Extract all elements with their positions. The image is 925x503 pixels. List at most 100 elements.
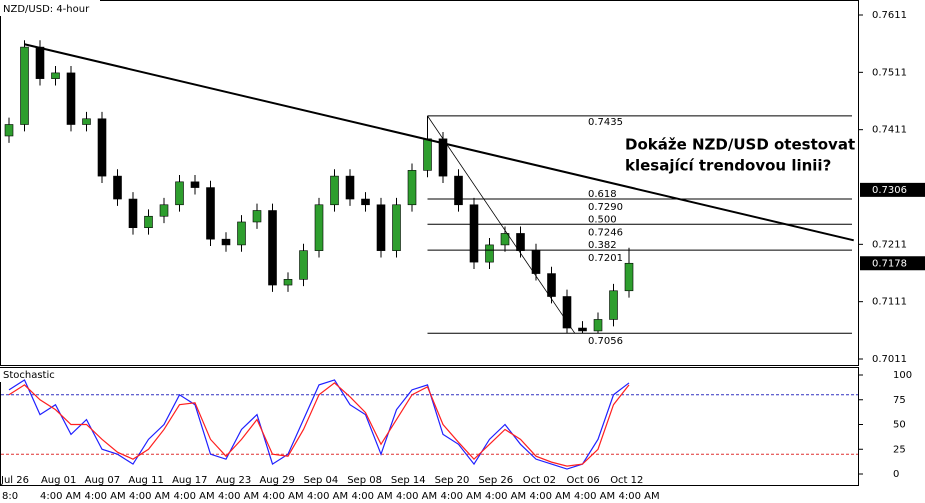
fib-ratio-label: 0.618 <box>588 189 617 200</box>
time-label: 4:00 AM <box>307 491 348 502</box>
x-tick-label: Sep 20 <box>435 475 470 486</box>
time-label: 4:00 AM <box>396 491 437 502</box>
annotation: klesající trendovou linii? <box>625 157 831 175</box>
x-tick-label: Sep 26 <box>478 475 513 486</box>
candle-body <box>237 221 246 246</box>
price-marker-label: 0.7178 <box>872 258 907 269</box>
x-tick-label: Aug 01 <box>41 475 76 486</box>
candle-body <box>190 181 200 188</box>
fib-value-label: 0.7201 <box>588 253 623 264</box>
price-panel <box>0 0 859 366</box>
fib-value-label: 0.7056 <box>588 336 623 347</box>
x-tick-label: Aug 23 <box>216 475 251 486</box>
candle-body <box>392 204 401 251</box>
candle-body <box>485 244 494 263</box>
time-label: 4:00 AM <box>40 491 81 502</box>
y-tick-label: 0.7511 <box>872 67 907 78</box>
time-label: 4:00 AM <box>574 491 615 502</box>
title-bg <box>0 0 100 16</box>
candle-body <box>51 72 60 79</box>
y-tick-label: 0.7411 <box>872 125 907 136</box>
y-tick-label: 0 <box>893 469 899 480</box>
candle-body <box>144 215 153 229</box>
candle-body <box>469 204 479 263</box>
x-tick-label: Sep 04 <box>304 475 339 486</box>
y-tick-label: 0.7111 <box>872 297 907 308</box>
candle-body <box>407 170 417 206</box>
time-label: 4:00 AM <box>263 491 304 502</box>
x-tick-label: Oct 12 <box>610 475 643 486</box>
candle-body <box>20 46 29 125</box>
candle-body <box>252 210 262 223</box>
time-label: 4:00 AM <box>129 491 170 502</box>
candle-body <box>268 210 277 286</box>
time-label: 4:00 AM <box>218 491 259 502</box>
time-label: 8:0 <box>2 491 18 502</box>
time-label: 4:00 AM <box>352 491 393 502</box>
chart-title: NZD/USD: 4-hour <box>3 4 90 15</box>
x-tick-label: Aug 17 <box>172 475 207 486</box>
candle-body <box>624 262 634 292</box>
time-label: 4:00 AM <box>85 491 126 502</box>
candle-body <box>593 319 603 332</box>
time-label: 4:00 AM <box>174 491 215 502</box>
candle-body <box>330 175 339 206</box>
stochastic-line <box>8 382 630 467</box>
candle-body <box>314 204 324 251</box>
candle-body <box>66 72 76 125</box>
candle-body <box>423 138 432 171</box>
candle-body <box>531 250 541 274</box>
candle-body <box>35 46 45 79</box>
stochastic-title: Stochastic <box>3 370 55 381</box>
annotation: Dokáže NZD/USD otestovat <box>625 136 855 154</box>
candle-body <box>376 204 386 251</box>
candle-body <box>283 279 293 286</box>
trendline <box>24 43 854 242</box>
time-label: 4:00 AM <box>441 491 482 502</box>
candle-body <box>345 175 355 200</box>
stoch-title-bg <box>0 368 58 382</box>
candle-body <box>299 250 308 280</box>
time-label: 4:00 AM <box>619 491 660 502</box>
fib-value-label: 0.7290 <box>588 202 623 213</box>
candle-body <box>4 124 14 137</box>
candle-body <box>128 198 138 229</box>
x-tick-label: Sep 14 <box>391 475 426 486</box>
y-tick-label: 100 <box>893 370 912 381</box>
candle-body <box>206 187 215 240</box>
x-tick-label: Aug 07 <box>85 475 120 486</box>
time-label: 4:00 AM <box>530 491 571 502</box>
candle-body <box>578 327 587 332</box>
candle-body <box>609 290 618 320</box>
price-marker <box>860 182 925 197</box>
fib-ratio-label: 0.382 <box>588 240 617 251</box>
price-marker <box>860 256 925 271</box>
time-label: 4:00 AM <box>485 491 526 502</box>
candle-body <box>113 175 122 200</box>
y-tick-label: 50 <box>893 420 906 431</box>
candle-body <box>454 175 463 206</box>
candle-body <box>547 273 556 297</box>
candle-body <box>500 233 510 246</box>
y-tick-label: 0.7611 <box>872 10 907 21</box>
stochastic-panel <box>0 367 859 486</box>
y-tick-label: 0.7211 <box>872 239 907 250</box>
x-tick-label: Jul 26 <box>0 475 29 486</box>
x-tick-label: Oct 06 <box>566 475 599 486</box>
y-tick-label: 75 <box>893 395 906 406</box>
candle-body <box>159 204 169 217</box>
x-tick-label: Sep 08 <box>347 475 382 486</box>
y-tick-label: 25 <box>893 444 906 455</box>
candle-body <box>82 118 91 125</box>
candle-body <box>361 198 370 206</box>
x-tick-label: Aug 11 <box>128 475 163 486</box>
fib-value-label: 0.7435 <box>588 117 623 128</box>
fib-value-label: 0.7246 <box>588 227 623 238</box>
price-marker-label: 0.7306 <box>872 185 907 196</box>
candle-body <box>175 181 184 206</box>
candle-body <box>562 296 572 329</box>
stochastic-line <box>8 379 630 470</box>
x-tick-label: Oct 02 <box>523 475 556 486</box>
